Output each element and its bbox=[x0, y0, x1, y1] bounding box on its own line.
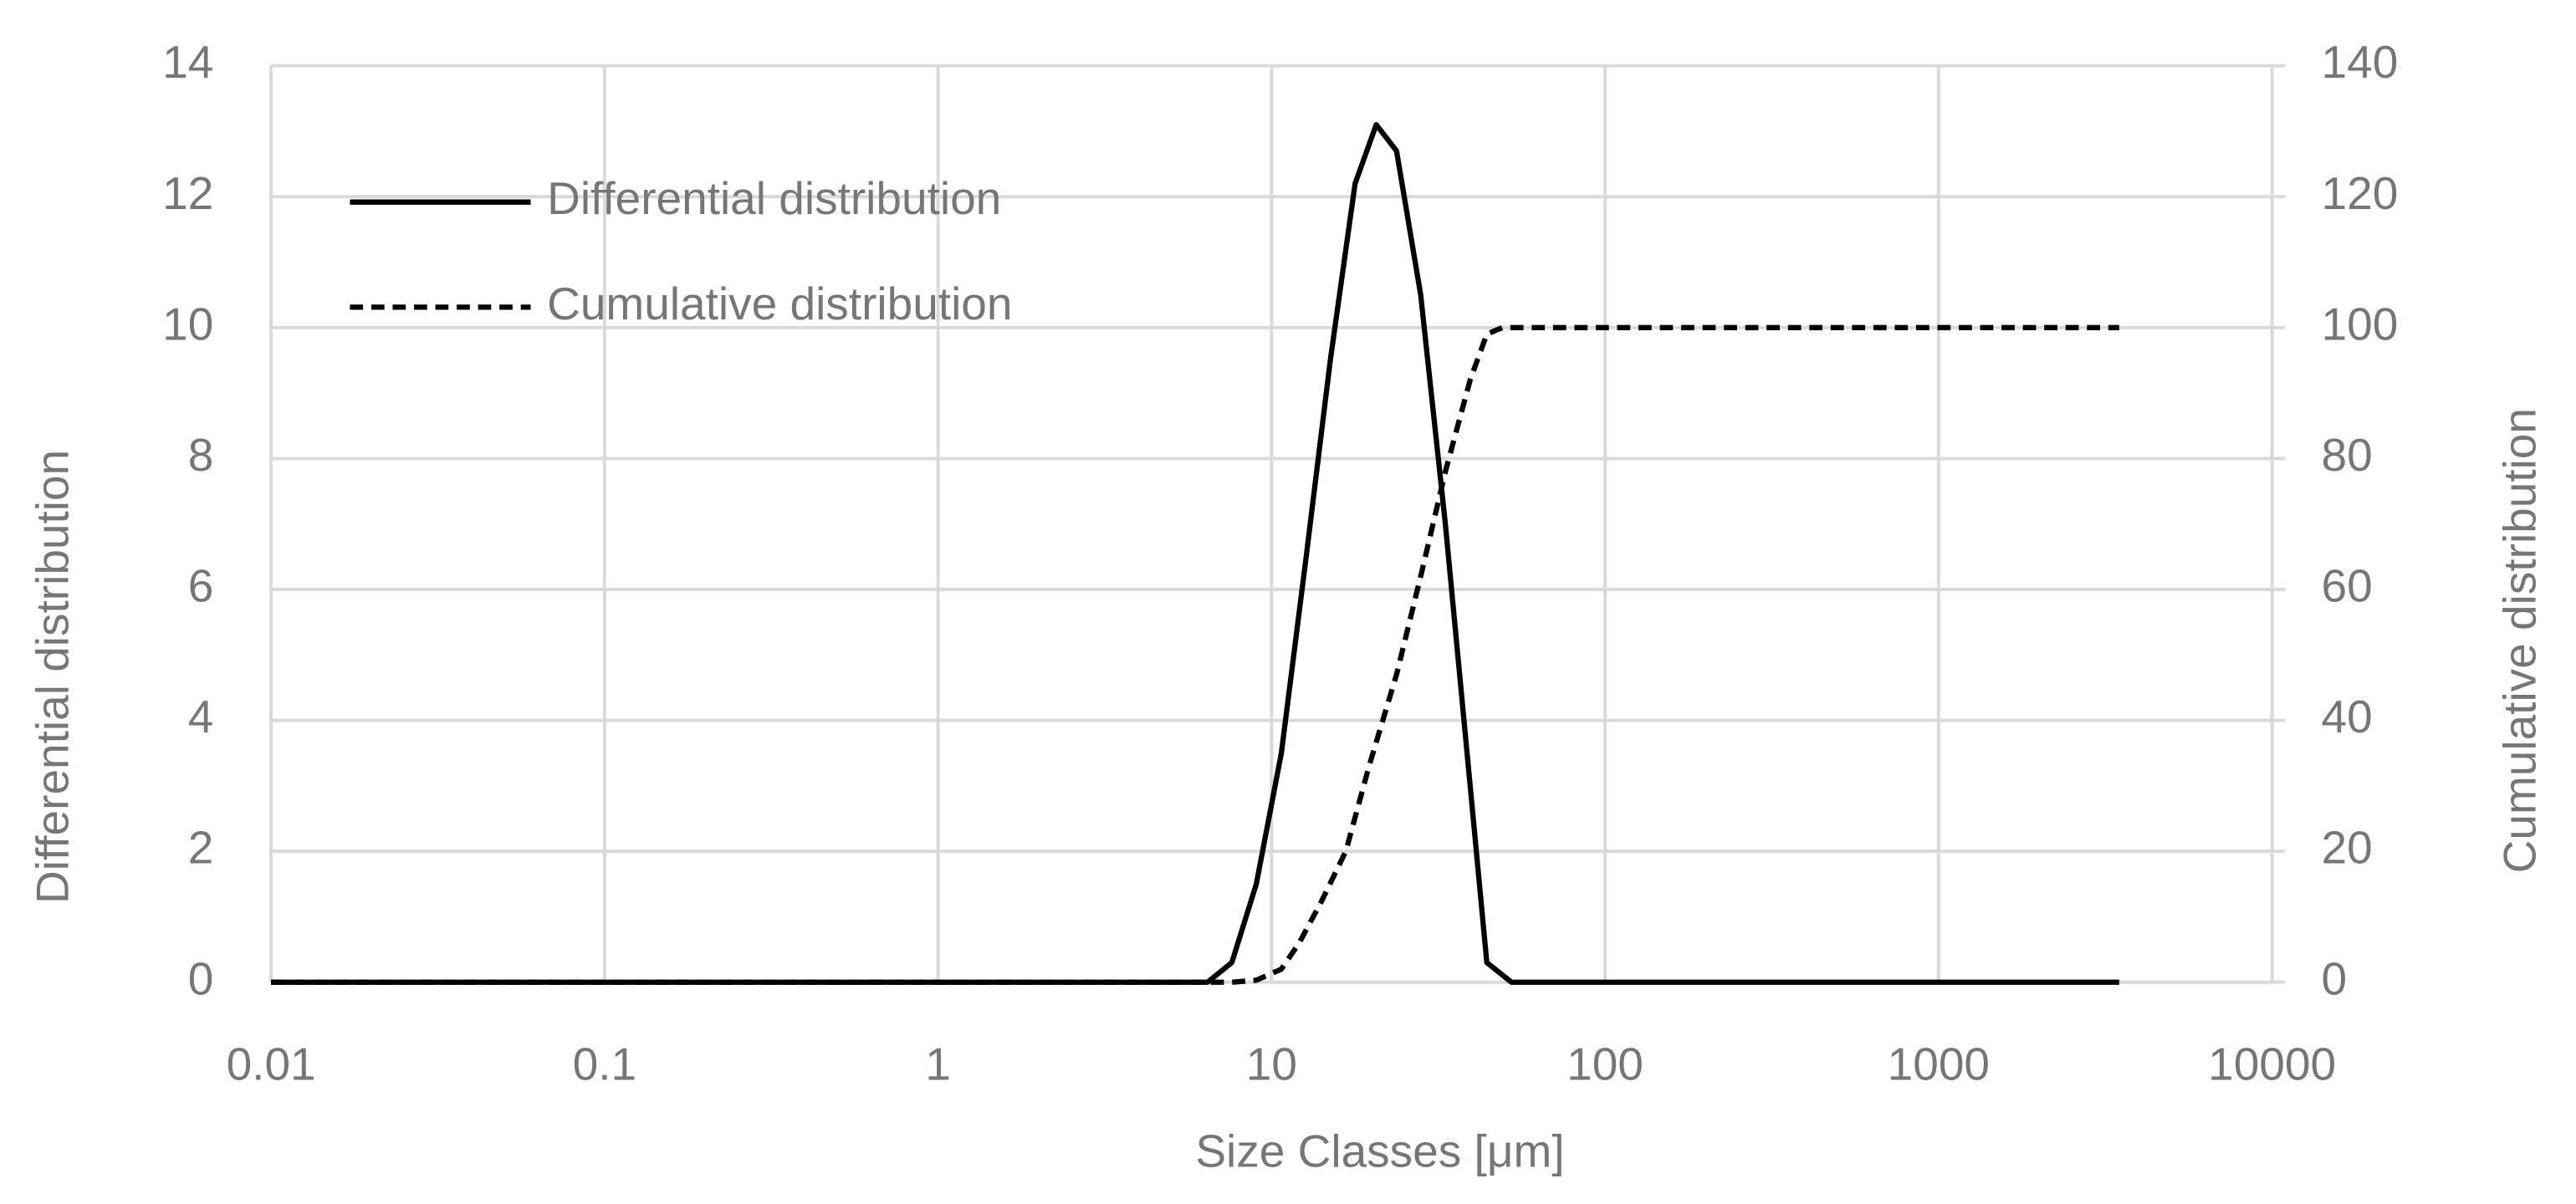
y-tick-label: 10 bbox=[162, 298, 213, 349]
y2-tick-label: 20 bbox=[2322, 822, 2373, 874]
x-tick-label: 0.1 bbox=[573, 1038, 636, 1089]
x-tick-label: 1 bbox=[925, 1038, 951, 1089]
y-tick-label: 8 bbox=[188, 429, 214, 481]
x-tick-label: 10000 bbox=[2208, 1038, 2336, 1089]
y-tick-label: 4 bbox=[188, 691, 214, 742]
legend-label: Differential distribution bbox=[547, 172, 1001, 224]
y2-tick-label: 80 bbox=[2322, 429, 2373, 481]
y-tick-label: 2 bbox=[188, 822, 214, 874]
x-tick-label: 100 bbox=[1567, 1038, 1643, 1089]
series-line bbox=[271, 121, 2119, 985]
y-axis-title: Differential distribution bbox=[26, 450, 78, 904]
y2-tick-label: 120 bbox=[2322, 167, 2399, 219]
x-axis-title: Size Classes [μm] bbox=[1195, 1125, 1564, 1177]
y2-tick-label: 100 bbox=[2322, 298, 2399, 349]
y-tick-label: 0 bbox=[188, 952, 214, 1004]
y2-tick-label: 40 bbox=[2322, 691, 2373, 742]
y-tick-label: 12 bbox=[162, 167, 213, 219]
series-line bbox=[271, 324, 2119, 985]
y2-tick-label: 60 bbox=[2322, 560, 2373, 612]
legend-label: Cumulative distribution bbox=[547, 278, 1012, 329]
y2-tick-label: 140 bbox=[2322, 36, 2399, 88]
x-tick-label: 0.01 bbox=[227, 1038, 316, 1089]
x-tick-label: 1000 bbox=[1888, 1038, 1990, 1089]
x-tick-label: 10 bbox=[1246, 1038, 1297, 1089]
y-tick-label: 6 bbox=[188, 560, 214, 612]
y2-axis-title: Cumulative distribution bbox=[2494, 408, 2546, 873]
y-tick-label: 14 bbox=[162, 36, 213, 88]
y2-tick-label: 0 bbox=[2322, 952, 2348, 1004]
